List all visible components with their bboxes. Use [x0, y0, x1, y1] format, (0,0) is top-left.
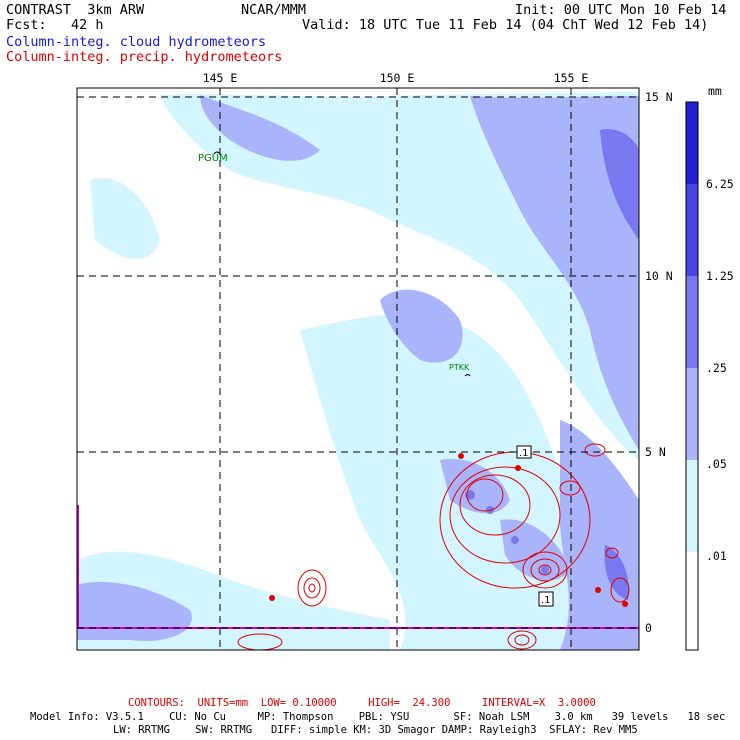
model-title: CONTRAST 3km ARW — [6, 2, 145, 18]
colorbar-level-6.25: 6.25 — [706, 177, 734, 191]
lat-label-15n: 15 N — [645, 90, 673, 104]
colorbar-level-0.05: .05 — [706, 457, 727, 471]
lat-label-10n: 10 N — [645, 269, 673, 283]
station-label-ptkk: PTKK — [449, 363, 470, 372]
station-label-pgum: PGUM — [198, 153, 228, 164]
map-frame — [76, 87, 640, 651]
physics-info: LW: RRTMG SW: RRTMG DIFF: simple KM: 3D … — [113, 724, 638, 736]
init-time: Init: 00 UTC Mon 10 Feb 14 — [515, 2, 727, 18]
colorbar-bin-0.25-1.25 — [686, 276, 698, 368]
colorbar-bin-1.25-6.25 — [686, 184, 698, 276]
precip-contours — [237, 443, 630, 650]
contour-label-box-1 — [516, 445, 532, 459]
colorbar-level-0.01: .01 — [706, 549, 727, 563]
forecast-hour: Fcst: 42 h — [6, 17, 104, 33]
station-marker-ptkk — [464, 374, 471, 377]
colorbar-level-0.25: .25 — [706, 361, 727, 375]
station-marker-pgum — [213, 151, 221, 155]
colorbar-bin-0.01-0.05 — [686, 460, 698, 552]
colorbar-unit: mm — [708, 84, 722, 98]
colorbar-bin-0.05-0.25 — [686, 368, 698, 460]
contour-label-2: .1 — [541, 595, 551, 606]
contour-info: CONTOURS: UNITS=mm LOW= 0.10000 HIGH= 24… — [128, 697, 596, 709]
lat-label-0: 0 — [645, 621, 652, 635]
colorbar-level-1.25: 1.25 — [706, 269, 734, 283]
cloud-hydrometeor-field — [77, 92, 639, 650]
colorbar-bin-6.25-plus — [686, 102, 698, 184]
valid-time: Valid: 18 UTC Tue 11 Feb 14 (04 ChT Wed … — [302, 17, 709, 33]
lon-label-145: 145 E — [202, 71, 238, 85]
station-markers — [213, 151, 471, 377]
contour-label-box-2 — [538, 591, 554, 607]
lon-label-155: 155 E — [553, 71, 589, 85]
lon-label-150: 150 E — [379, 71, 415, 85]
contour-label-1: .1 — [519, 448, 529, 459]
model-info: Model Info: V3.5.1 CU: No Cu MP: Thompso… — [30, 711, 726, 723]
graticule — [77, 88, 639, 650]
lat-label-5n: 5 N — [645, 445, 666, 459]
colorbar-bin-below-0.01 — [686, 552, 698, 650]
precip-cores — [269, 453, 628, 607]
cloud-field-title: Column-integ. cloud hydrometeors — [6, 34, 267, 50]
precip-field-title: Column-integ. precip. hydrometeors — [6, 49, 283, 65]
colorbar — [685, 101, 699, 651]
center-label: NCAR/MMM — [241, 2, 307, 18]
